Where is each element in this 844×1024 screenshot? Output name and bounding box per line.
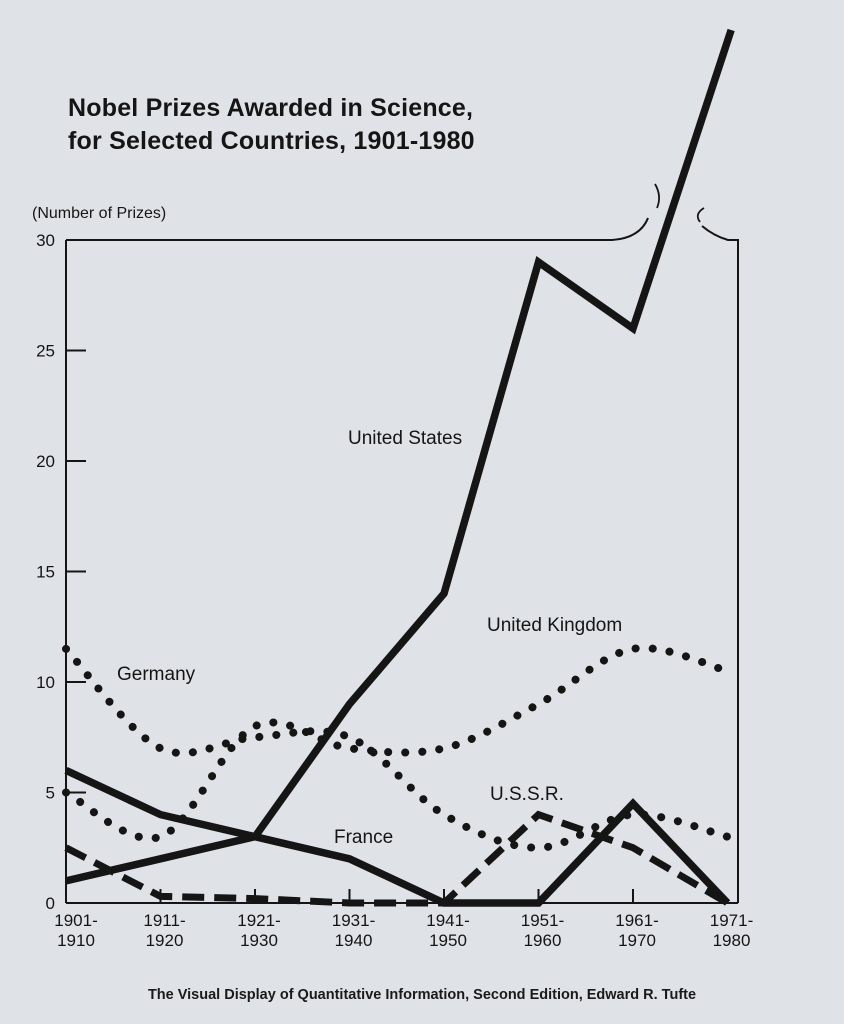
series-label-france: France — [334, 827, 393, 848]
series-line-france — [64, 767, 731, 907]
series-lines — [62, 28, 735, 907]
plot-frame — [65, 183, 739, 904]
y-tick-label: 5 — [46, 784, 55, 803]
series-line-united-kingdom — [62, 644, 732, 843]
x-tick-label-bottom: 1980 — [713, 931, 751, 950]
x-tick-label-top: 1921- — [237, 911, 280, 930]
y-tick-label: 20 — [36, 452, 55, 471]
x-tick-label-bottom: 1950 — [429, 931, 467, 950]
y-tick-label: 25 — [36, 342, 55, 361]
x-tick-label-top: 1971- — [710, 911, 753, 930]
x-tick-label-top: 1951- — [521, 911, 564, 930]
x-tick-label-top: 1911- — [143, 911, 185, 930]
series-label-germany: Germany — [117, 664, 196, 685]
right-border — [701, 225, 739, 903]
chart-title-line-2: for Selected Countries, 1901-1980 — [68, 127, 475, 155]
series-label-united-states: United States — [348, 428, 462, 449]
y-axis-label: (Number of Prizes) — [32, 205, 166, 222]
series-label-u-s-s-r: U.S.S.R. — [490, 784, 564, 805]
series-label-united-kingdom: United Kingdom — [487, 615, 622, 636]
x-tick-label-top: 1941- — [426, 911, 469, 930]
chart-title-line-1: Nobel Prizes Awarded in Science, — [68, 94, 474, 122]
x-tick-label-bottom: 1960 — [524, 931, 562, 950]
top-border-left — [66, 217, 649, 241]
y-tick-label: 30 — [36, 231, 55, 250]
x-tick-label-top: 1901- — [54, 911, 97, 930]
book-caption: The Visual Display of Quantitative Infor… — [147, 987, 697, 1003]
x-tick-label-bottom: 1930 — [240, 931, 278, 950]
x-tick-label-bottom: 1910 — [57, 931, 95, 950]
scale-break-mark-left — [654, 183, 660, 209]
y-tick-label: 10 — [36, 673, 55, 692]
x-tick-label-bottom: 1940 — [335, 931, 373, 950]
chart-title: Nobel Prizes Awarded in Science, for Sel… — [68, 92, 475, 158]
x-tick-label-top: 1961- — [615, 911, 658, 930]
y-tick-label: 15 — [36, 563, 55, 582]
y-tick-label: 0 — [46, 894, 55, 913]
x-tick-label-bottom: 1970 — [618, 931, 656, 950]
scale-break-mark-right — [696, 207, 705, 223]
series-line-united-states — [65, 28, 735, 885]
x-tick-label-top: 1931- — [332, 911, 375, 930]
x-tick-label-bottom: 1920 — [146, 931, 184, 950]
